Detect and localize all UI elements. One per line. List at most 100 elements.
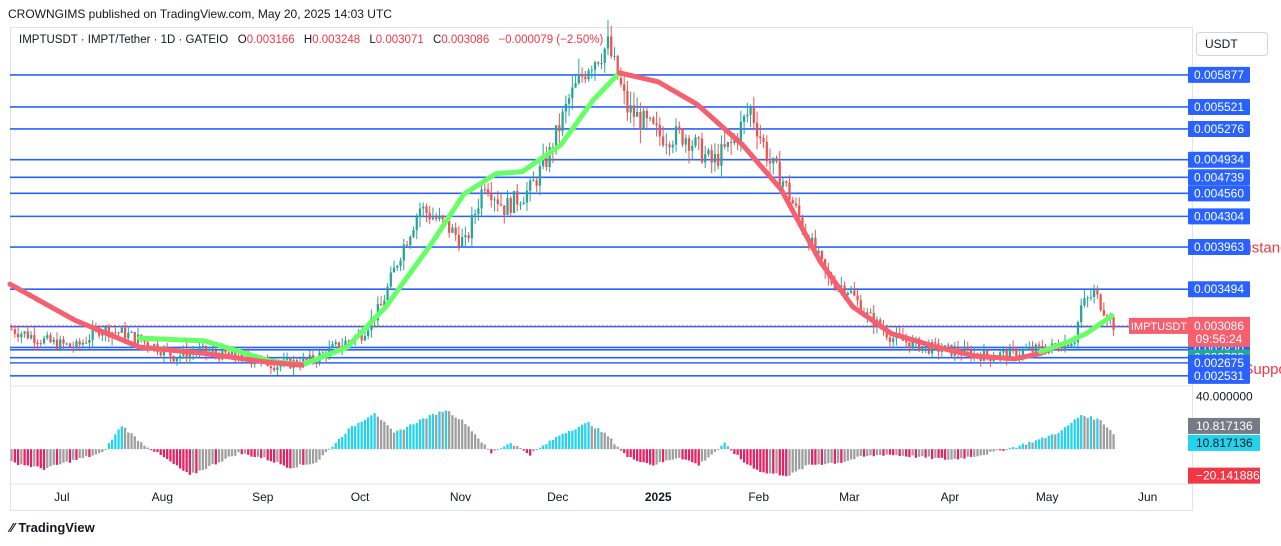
histogram-bar: [1041, 437, 1044, 450]
histogram-bar: [901, 449, 905, 456]
candle-body: [425, 206, 428, 213]
osc-axis-label-2: 10.817136: [1196, 419, 1253, 433]
candle-body: [383, 300, 386, 306]
histogram-bar: [742, 449, 746, 463]
candle-body: [554, 125, 558, 151]
candle-body: [363, 335, 367, 341]
candle-body: [396, 266, 399, 268]
histogram-bar: [840, 449, 843, 463]
price-axis-tag-1: [1188, 98, 1250, 115]
change-value: −0.000079 (−2.50%): [498, 34, 604, 46]
osc-axis-tag-3: [1188, 434, 1260, 451]
candle-body: [477, 208, 480, 214]
histogram-bar: [1021, 443, 1024, 450]
histogram-bar: [509, 443, 512, 450]
histogram-bar: [914, 449, 918, 458]
candle-body: [234, 349, 237, 358]
histogram-bar: [969, 449, 973, 457]
candle-body: [1073, 342, 1076, 344]
histogram-bar: [321, 449, 324, 456]
candle-body: [78, 341, 81, 345]
histogram-bar: [885, 449, 888, 455]
histogram-bar: [308, 449, 311, 465]
candle-body: [1099, 294, 1102, 311]
histogram-bar: [762, 449, 765, 473]
candle-body: [334, 342, 337, 345]
price-axis-tag-7: [1188, 239, 1250, 256]
histogram-bar: [746, 449, 749, 465]
price-axis-label-14: 0.002531: [1194, 369, 1244, 383]
candle-body: [120, 327, 123, 333]
candle-body: [587, 70, 590, 80]
histogram-bar: [431, 414, 435, 450]
symbol-label[interactable]: IMPTUSDT · IMPT/Tether · 1D · GATEIO: [19, 34, 229, 46]
histogram-bar: [350, 426, 354, 450]
histogram-bar: [227, 449, 230, 457]
candle-body: [65, 343, 68, 345]
candle-body: [29, 335, 33, 339]
histogram-bar: [538, 447, 542, 450]
histogram-bar: [781, 449, 785, 476]
histogram-bar: [127, 432, 130, 450]
histogram-bar: [713, 449, 717, 452]
candle-body: [632, 105, 636, 117]
histogram-bar: [717, 449, 720, 451]
histogram-bar: [610, 438, 613, 450]
histogram-bar: [655, 449, 658, 465]
support-level-label: Support Level: [1243, 361, 1281, 378]
histogram-bar: [613, 444, 616, 450]
candle-body: [441, 215, 444, 220]
osc-axis-tag-2: [1188, 417, 1260, 434]
histogram-bar: [992, 449, 995, 452]
candle-body: [253, 362, 256, 365]
candle-body: [577, 74, 580, 84]
histogram-bar: [960, 449, 963, 458]
candle-body: [755, 122, 759, 137]
candle-body: [1034, 344, 1037, 352]
histogram-bar: [457, 419, 461, 450]
candle-body: [529, 180, 532, 191]
histogram-bar: [516, 446, 519, 450]
histogram-bar: [1086, 417, 1089, 450]
histogram-bar: [833, 449, 836, 464]
candle-body: [866, 312, 869, 315]
histogram-bar: [464, 424, 467, 450]
histogram-bar: [337, 438, 341, 450]
histogram-bar: [917, 449, 921, 457]
candle-body: [68, 343, 72, 347]
histogram-bar: [483, 444, 486, 450]
candle-body: [1076, 322, 1080, 343]
tradingview-logo-text: TradingView: [18, 520, 95, 535]
histogram-bar: [214, 449, 217, 465]
histogram-bar: [522, 449, 525, 451]
histogram-bar: [1102, 424, 1106, 450]
histogram-bar: [1002, 449, 1005, 451]
ma-line-0: [137, 70, 622, 368]
candle-body: [1083, 298, 1086, 306]
histogram-bar: [678, 449, 681, 458]
candle-body: [91, 327, 94, 340]
histogram-bar: [52, 449, 55, 465]
histogram-bar: [68, 449, 72, 463]
histogram-bar: [42, 449, 46, 470]
currency-button[interactable]: USDT: [1196, 32, 1268, 56]
histogram-bar: [402, 429, 405, 450]
histogram-bar: [726, 446, 730, 450]
price-axis-label-0: 0.005877: [1194, 68, 1244, 82]
histogram-bar: [687, 449, 691, 461]
histogram-bar: [1031, 442, 1034, 450]
histogram-bar: [493, 449, 496, 451]
candle-body: [888, 337, 892, 342]
histogram-bar: [921, 449, 924, 457]
histogram-bar: [159, 449, 162, 455]
histogram-bar: [195, 449, 198, 474]
histogram-bar: [133, 436, 136, 450]
histogram-bar: [856, 449, 859, 457]
histogram-bar: [55, 449, 59, 465]
histogram-bar: [78, 449, 81, 459]
histogram-bar: [20, 449, 23, 465]
histogram-bar: [282, 449, 286, 466]
price-axis-label-7: 0.003963: [1194, 240, 1244, 254]
histogram-bar: [175, 449, 179, 466]
